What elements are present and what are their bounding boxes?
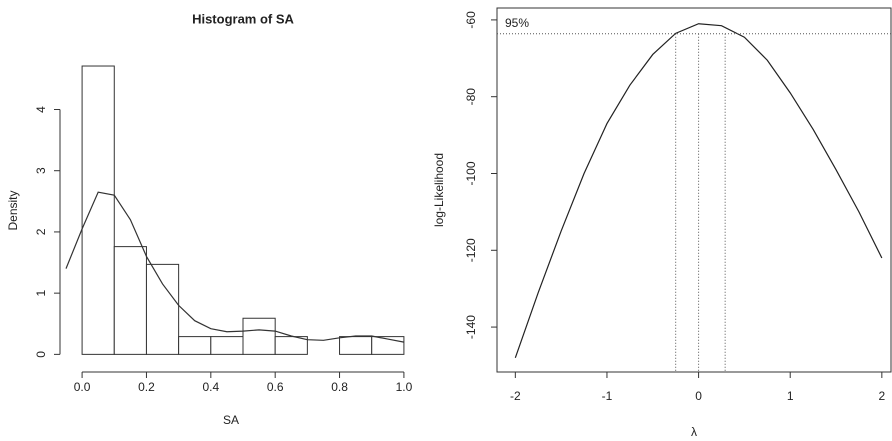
y-tick-label: 3 bbox=[34, 167, 48, 174]
ci-label: 95% bbox=[505, 16, 529, 30]
bar bbox=[146, 264, 178, 354]
y-tick-label: -120 bbox=[464, 238, 478, 262]
x-tick-label: -2 bbox=[510, 389, 521, 403]
y-tick-label: -60 bbox=[464, 11, 478, 29]
bar bbox=[82, 66, 114, 354]
x-tick-label: 2 bbox=[878, 389, 885, 403]
x-axis-title: λ bbox=[691, 425, 697, 439]
bar bbox=[340, 337, 372, 355]
x-tick-label: 1.0 bbox=[396, 380, 413, 394]
x-tick-label: 0 bbox=[695, 389, 702, 403]
x-tick-label: 0.2 bbox=[138, 380, 155, 394]
bar bbox=[114, 247, 146, 355]
plot-box bbox=[497, 8, 891, 372]
y-tick-label: -140 bbox=[464, 315, 478, 339]
x-tick-label: 0.6 bbox=[267, 380, 284, 394]
x-tick-label: -1 bbox=[602, 389, 613, 403]
figure: Histogram of SA 0.0 0.2 0.4 0.6 0.8 1.0 0 1 2 3 4 SA… bbox=[0, 0, 892, 441]
y-tick-label: 1 bbox=[34, 289, 48, 296]
y-axis-title: log-Likelihood bbox=[432, 153, 446, 227]
chart-title: Histogram of SA bbox=[192, 11, 294, 26]
y-tick-label: 2 bbox=[34, 228, 48, 235]
x-tick-label: 0.4 bbox=[202, 380, 219, 394]
y-tick-label: -100 bbox=[464, 161, 478, 185]
bar bbox=[211, 337, 243, 355]
y-tick-label: 4 bbox=[34, 106, 48, 113]
y-tick-label: -80 bbox=[464, 88, 478, 106]
x-tick-label: 0.0 bbox=[74, 380, 91, 394]
bar bbox=[179, 337, 211, 355]
bar bbox=[243, 318, 275, 354]
x-tick-label: 1 bbox=[787, 389, 794, 403]
x-axis-title: SA bbox=[223, 413, 239, 427]
y-tick-label: 0 bbox=[34, 351, 48, 358]
y-axis-title: Density bbox=[6, 190, 20, 230]
bar bbox=[275, 337, 307, 355]
x-tick-label: 0.8 bbox=[331, 380, 348, 394]
